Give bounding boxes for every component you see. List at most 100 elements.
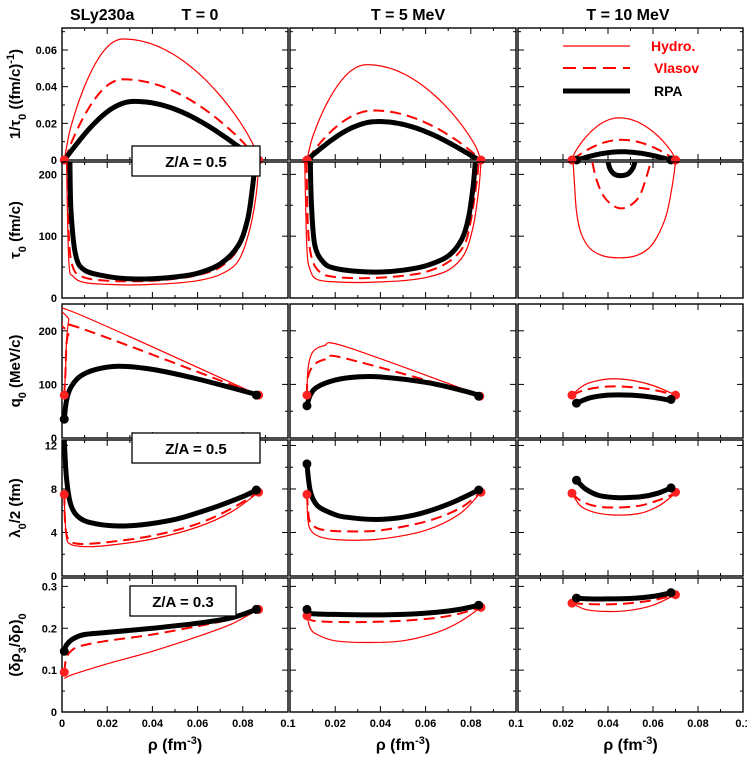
y-tick-label: 0.04 bbox=[36, 82, 58, 94]
curves bbox=[62, 38, 260, 160]
x-tick-label: 0.1 bbox=[280, 718, 295, 730]
x-tick-label: 0.1 bbox=[735, 718, 747, 730]
endpoint-black bbox=[666, 483, 676, 493]
curves bbox=[571, 477, 676, 516]
x-tick-label: 0.04 bbox=[370, 718, 392, 730]
legend: Hydro. Vlasov RPA bbox=[563, 38, 699, 99]
y-tick-label: 12 bbox=[45, 440, 57, 452]
curves bbox=[62, 606, 259, 680]
endpoint-black bbox=[474, 600, 484, 610]
column-title-3: T = 10 MeV bbox=[586, 7, 669, 24]
panel-r4-c0 bbox=[59, 577, 289, 713]
hydro-curve bbox=[306, 491, 482, 541]
vlasov-curve bbox=[572, 138, 676, 160]
y-tick-label: 0 bbox=[51, 433, 57, 445]
curves bbox=[571, 590, 676, 613]
rpa-curve bbox=[304, 602, 482, 618]
rpa-curve bbox=[62, 606, 259, 654]
panel-frame bbox=[517, 303, 744, 439]
x-tick-label: 0.02 bbox=[552, 718, 573, 730]
panel-r3-c2 bbox=[517, 439, 744, 577]
hydro-curve bbox=[571, 492, 676, 516]
curves bbox=[572, 162, 677, 259]
vlasov-curve bbox=[63, 491, 260, 545]
y-tick-label: 200 bbox=[39, 169, 57, 181]
panel-frame bbox=[517, 27, 744, 161]
model-label: SLy230a bbox=[70, 7, 134, 24]
rpa-curve bbox=[62, 440, 259, 529]
y-tick-label: 0.3 bbox=[42, 581, 57, 593]
curves bbox=[304, 162, 482, 284]
vlasov-curve bbox=[591, 162, 652, 210]
x-axis-label-col1: ρ (fm-3) bbox=[148, 735, 202, 754]
hydro-curve bbox=[63, 491, 259, 548]
y-tick-label: 100 bbox=[39, 231, 57, 243]
y-axis-label-row3: q0 (MeV/c) bbox=[7, 335, 29, 408]
hydro-curve bbox=[62, 307, 259, 396]
panel-r0-c0 bbox=[59, 27, 289, 165]
panel-r0-c2 bbox=[517, 27, 744, 165]
endpoint-black bbox=[474, 391, 484, 401]
rpa-curve bbox=[307, 162, 478, 275]
y-tick-label: 0 bbox=[51, 571, 57, 583]
column-title-2: T = 5 MeV bbox=[371, 7, 446, 24]
panel-r1-c1 bbox=[289, 161, 517, 299]
curves bbox=[304, 602, 482, 644]
panel-frame bbox=[517, 439, 744, 577]
panel-frame bbox=[61, 27, 289, 161]
legend-vlasov-label: Vlasov bbox=[654, 60, 699, 76]
hydro-curve bbox=[306, 64, 482, 160]
rpa-curve bbox=[574, 392, 674, 406]
rpa-curve bbox=[304, 118, 482, 160]
endpoint-black bbox=[59, 646, 69, 656]
column-title-1: T = 0 bbox=[182, 7, 219, 24]
panel-r1-c2 bbox=[517, 161, 744, 299]
rpa-curve bbox=[304, 373, 482, 409]
hydro-curve bbox=[571, 117, 677, 160]
annotation-za-row5: Z/A = 0.3 bbox=[129, 585, 237, 617]
curves bbox=[62, 307, 262, 422]
y-tick-label: 0.2 bbox=[42, 623, 57, 635]
vlasov-curve bbox=[305, 162, 480, 280]
y-tick-label: 4 bbox=[51, 527, 58, 539]
vlasov-curve bbox=[64, 78, 259, 160]
endpoint-red bbox=[302, 611, 312, 621]
panel-r3-c1 bbox=[289, 439, 517, 577]
x-tick-label: 0.08 bbox=[460, 718, 481, 730]
hydro-curve bbox=[571, 594, 676, 613]
vlasov-curve bbox=[66, 162, 258, 283]
curves bbox=[571, 378, 676, 406]
x-tick-label: 0.02 bbox=[96, 718, 117, 730]
panel-frame bbox=[517, 161, 744, 299]
endpoint-black bbox=[251, 390, 261, 400]
y-axis-label-row2: τ0 (fm/c) bbox=[7, 201, 29, 259]
endpoint-black bbox=[474, 485, 484, 495]
endpoint-red bbox=[567, 488, 577, 498]
panel-r1-c0 bbox=[61, 161, 289, 299]
svg-text:Z/A = 0.5: Z/A = 0.5 bbox=[165, 441, 227, 458]
endpoint-red bbox=[302, 489, 312, 499]
endpoint-red bbox=[567, 155, 577, 165]
endpoint-red bbox=[59, 489, 69, 499]
endpoint-black bbox=[666, 394, 676, 404]
vlasov-curve bbox=[571, 492, 676, 509]
panel-r3-c0 bbox=[59, 439, 289, 577]
x-tick-label: 0.08 bbox=[687, 718, 708, 730]
vlasov-curve bbox=[307, 109, 481, 160]
endpoint-black bbox=[666, 588, 676, 598]
y-tick-label: 8 bbox=[51, 484, 57, 496]
hydro-curve bbox=[306, 606, 482, 644]
panel-r0-c1 bbox=[289, 27, 517, 165]
curves bbox=[65, 162, 260, 286]
vlasov-curve bbox=[62, 321, 259, 397]
x-tick-label: 0.06 bbox=[415, 718, 436, 730]
hydro-curve bbox=[63, 38, 260, 160]
endpoint-black bbox=[572, 475, 581, 485]
rpa-curve bbox=[605, 162, 638, 179]
rpa-curve bbox=[574, 149, 674, 160]
legend-hydro-label: Hydro. bbox=[651, 38, 695, 54]
endpoint-black bbox=[302, 401, 312, 411]
panel-r4-c1 bbox=[289, 577, 517, 713]
y-tick-label: 100 bbox=[39, 379, 57, 391]
